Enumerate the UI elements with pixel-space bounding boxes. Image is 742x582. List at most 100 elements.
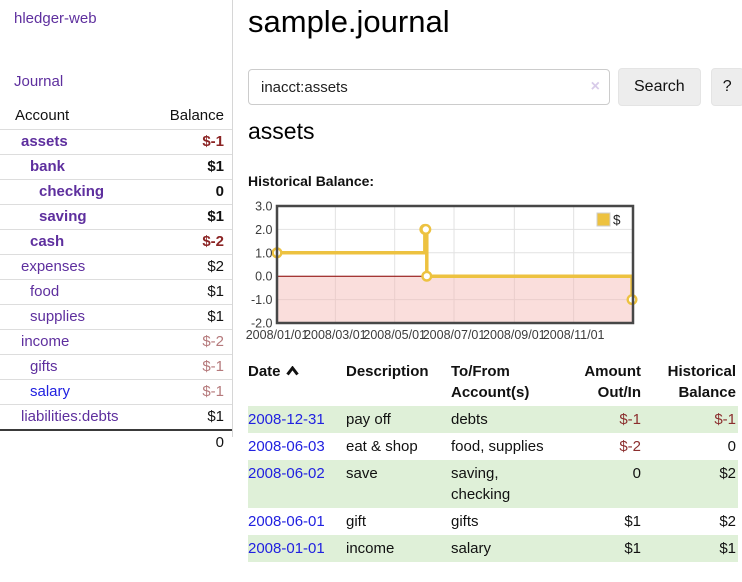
transaction-balance: $2	[719, 465, 736, 482]
sidebar-account-link[interactable]: gifts	[30, 358, 58, 375]
sidebar-account-link[interactable]: saving	[39, 208, 87, 225]
sidebar-account-row: income $-2	[0, 329, 232, 354]
sidebar-account-row: cash $-2	[0, 229, 232, 254]
sidebar-account-link[interactable]: liabilities:debts	[21, 408, 119, 425]
y-tick-label: 1.0	[255, 246, 272, 260]
sidebar-account-link[interactable]: food	[30, 283, 60, 300]
search-input[interactable]	[248, 69, 610, 105]
register-table: Date Description To/From Account(s) Amoun…	[248, 358, 738, 562]
sidebar-account-balance: 0	[215, 183, 224, 200]
transaction-description: gift	[346, 513, 367, 530]
transaction-amount: $1	[624, 540, 641, 557]
sidebar-account-balance: $2	[207, 258, 224, 275]
x-tick-label: 2008/09/01	[483, 328, 546, 342]
legend-label: $	[613, 213, 621, 228]
transaction-description: eat & shop	[346, 438, 418, 455]
clear-search-icon[interactable]: ×	[590, 78, 600, 95]
col-header-accounts: To/From Account(s)	[451, 363, 530, 401]
sidebar-account-balance: $1	[207, 208, 224, 225]
accounts-total: 0	[0, 429, 232, 455]
sidebar-account-balance: $-1	[202, 383, 224, 400]
transaction-balance: 0	[727, 438, 736, 455]
sidebar-account-row: salary $-1	[0, 379, 232, 404]
y-tick-label: -2.0	[251, 317, 273, 331]
sidebar-account-row: gifts $-1	[0, 354, 232, 379]
search-form: × Search ?	[248, 68, 742, 106]
col-header-date-label: Date	[248, 363, 281, 380]
sidebar-account-row: checking 0	[0, 179, 232, 204]
sidebar-account-row: bank $1	[0, 154, 232, 179]
transaction-accounts: gifts	[451, 513, 479, 530]
sidebar-account-link[interactable]: expenses	[21, 258, 86, 275]
x-tick-label: 2008/03/01	[304, 328, 367, 342]
x-tick-label: 2008/07/01	[423, 328, 486, 342]
transaction-accounts: food, supplies	[451, 438, 544, 455]
page-title: sample.journal	[248, 4, 450, 39]
sidebar-account-link[interactable]: checking	[39, 183, 105, 200]
transaction-date-link[interactable]: 2008-06-01	[248, 513, 325, 530]
transaction-balance: $1	[719, 540, 736, 557]
accounts-header: Account Balance	[0, 103, 232, 129]
sidebar-account-link[interactable]: assets	[21, 133, 68, 150]
accounts-header-account: Account	[15, 107, 70, 124]
accounts-panel: Account Balance assets $-1 bank $1 checking 0…	[0, 103, 232, 455]
transaction-date-link[interactable]: 2008-12-31	[248, 411, 325, 428]
sidebar-account-link[interactable]: income	[21, 333, 70, 350]
sidebar-account-link[interactable]: supplies	[30, 308, 86, 325]
register-header-row: Date Description To/From Account(s) Amoun…	[248, 358, 738, 406]
app-brand-link[interactable]: hledger-web	[14, 10, 97, 27]
register-row: 2008-12-31 pay off debts $-1 $-1	[248, 406, 738, 433]
y-tick-label: -1.0	[251, 293, 273, 307]
sidebar-account-row: liabilities:debts $1	[0, 404, 232, 429]
main-content: sample.journal × Search ? assets Histori…	[234, 0, 742, 582]
transaction-accounts: salary	[451, 540, 492, 557]
accounts-list: assets $-1 bank $1 checking 0 saving $1 cash $-2 e…	[0, 129, 232, 429]
sidebar-account-row: expenses $2	[0, 254, 232, 279]
sidebar-account-link[interactable]: salary	[30, 383, 71, 400]
y-tick-label: 0.0	[255, 270, 272, 284]
accounts-header-balance: Balance	[169, 107, 224, 124]
chart-legend: $	[596, 212, 621, 228]
sidebar-account-balance: $1	[207, 158, 224, 175]
transaction-date-link[interactable]: 2008-01-01	[248, 540, 325, 557]
sidebar-account-row: food $1	[0, 279, 232, 304]
col-header-amount: Amount Out/In	[584, 363, 641, 401]
transaction-date-link[interactable]: 2008-06-02	[248, 465, 325, 482]
col-header-description: Description	[346, 363, 429, 380]
x-tick-label: 2008/01/01	[246, 328, 309, 342]
transaction-date-link[interactable]: 2008-06-03	[248, 438, 325, 455]
register-row: 2008-06-02 save saving, checking 0 $2	[248, 460, 738, 508]
sidebar-account-balance: $1	[207, 408, 224, 425]
transaction-description: pay off	[346, 411, 391, 428]
transaction-balance: $-1	[714, 411, 736, 428]
sidebar-account-row: assets $-1	[0, 129, 232, 154]
y-tick-label: 2.0	[255, 223, 272, 237]
sidebar-account-balance: $-2	[202, 333, 224, 350]
register-row: 2008-06-01 gift gifts $1 $2	[248, 508, 738, 535]
account-heading: assets	[248, 118, 315, 144]
col-header-date[interactable]: Date	[248, 358, 346, 406]
transaction-accounts: saving, checking	[451, 465, 511, 503]
transaction-amount: 0	[632, 465, 641, 482]
transaction-description: save	[346, 465, 378, 482]
sidebar-account-balance: $1	[207, 308, 224, 325]
legend-swatch-icon	[596, 212, 611, 227]
col-header-balance: Historical Balance	[667, 363, 736, 401]
sidebar-item-journal[interactable]: Journal	[14, 73, 64, 90]
y-tick-label: 3.0	[255, 200, 272, 214]
historical-balance-chart: $3.0 2.0 1.0 0.0 -1.0 -2.0 2008/01/01 2008/03/0…	[246, 196, 648, 346]
sidebar-account-balance: $-1	[202, 358, 224, 375]
sidebar-account-balance: $-1	[202, 133, 224, 150]
search-button[interactable]: Search	[618, 68, 701, 106]
transaction-description: income	[346, 540, 395, 557]
transaction-balance: $2	[719, 513, 736, 530]
sidebar-account-row: saving $1	[0, 204, 232, 229]
sidebar-account-link[interactable]: cash	[30, 233, 65, 250]
help-button[interactable]: ?	[710, 68, 742, 106]
register-row: 2008-06-03 eat & shop food, supplies $-2 0	[248, 433, 738, 460]
sidebar: hledger-web Journal Account Balance asse…	[0, 0, 233, 451]
transaction-amount: $-2	[619, 438, 641, 455]
sidebar-account-link[interactable]: bank	[30, 158, 66, 175]
sidebar-account-row: supplies $1	[0, 304, 232, 329]
chart-title: Historical Balance:	[248, 173, 375, 189]
